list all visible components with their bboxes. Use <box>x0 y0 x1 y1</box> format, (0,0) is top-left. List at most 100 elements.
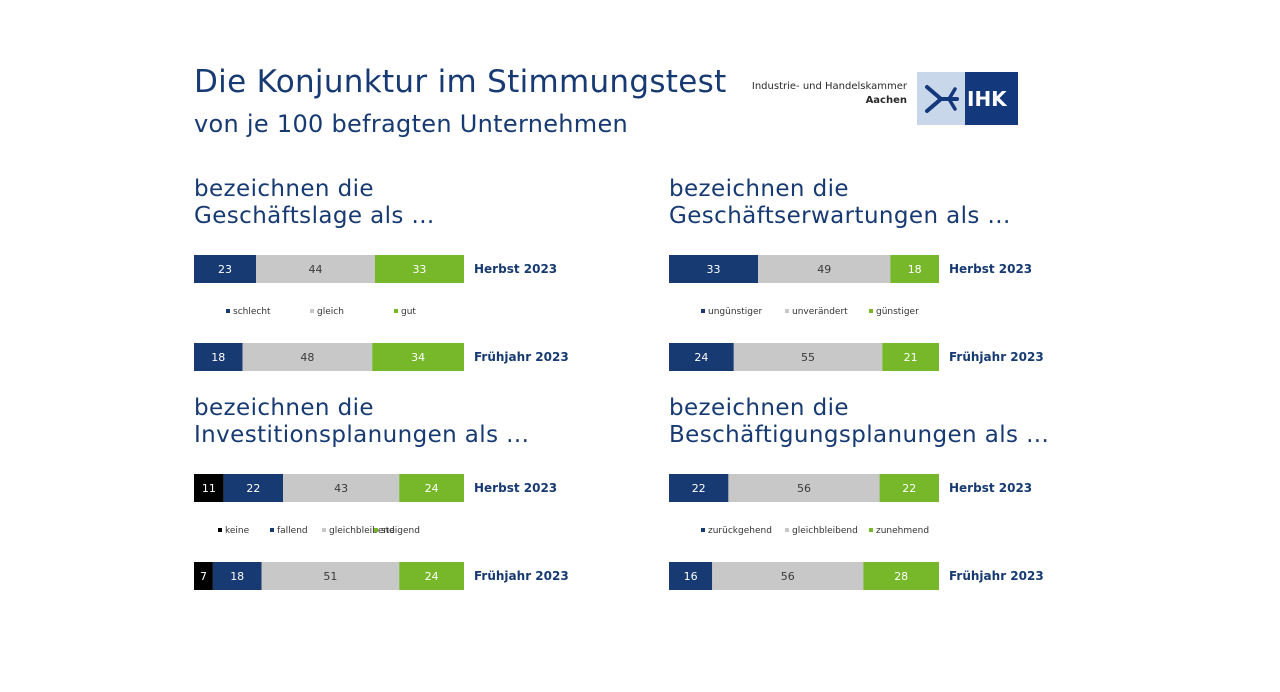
legend-label: steigend <box>381 526 420 536</box>
chart-beschaeftigungsplanungen: 22 56 22 Herbst 2023 16 56 28 Frühjahr 2023 zurü… <box>669 474 1044 590</box>
org-name-line1: Industrie- und Handelskammer <box>751 81 907 92</box>
legend-label: gleich <box>317 307 344 317</box>
period-label: Frühjahr 2023 <box>474 350 569 364</box>
panel-heading: bezeichnen die Investitionsplanungen als… <box>194 395 529 449</box>
bar-segment-schlecht <box>194 255 257 283</box>
panel-heading-line2: Investitionsplanungen als ... <box>194 422 530 448</box>
period-label: Herbst 2023 <box>474 262 557 276</box>
bar-segment-gleichbleibend <box>261 562 400 590</box>
bar-segment-steigend <box>399 562 464 590</box>
panel-investitionsplanungen: bezeichnen die Investitionsplanungen als… <box>194 395 634 610</box>
bar-segment-gleich <box>242 343 373 371</box>
legend-label: gleichbleibend <box>329 526 395 536</box>
bar-segment-fallend <box>212 562 262 590</box>
bar-segment-gut <box>372 343 464 371</box>
legend-label: gleichbleibend <box>792 526 858 536</box>
data-label: 28 <box>894 570 908 583</box>
legend-label: zurückgehend <box>708 526 772 536</box>
data-label: 11 <box>202 482 216 495</box>
data-label: 33 <box>707 263 721 276</box>
period-label: Herbst 2023 <box>949 481 1032 495</box>
legend-swatch <box>785 528 789 532</box>
org-name-line2: Aachen <box>865 95 907 106</box>
data-label: 24 <box>425 482 439 495</box>
period-label: Frühjahr 2023 <box>474 569 569 583</box>
data-label: 34 <box>411 351 425 364</box>
bar-segment-schlecht <box>194 343 243 371</box>
period-label: Herbst 2023 <box>474 481 557 495</box>
ihk-logo: IHK <box>917 72 1018 125</box>
data-label: 22 <box>692 482 706 495</box>
bar-segment-zurückgehend <box>669 474 729 502</box>
bar-segment-ungünstiger <box>669 255 759 283</box>
bar-segment-keine <box>194 562 213 590</box>
legend-swatch <box>226 309 230 313</box>
data-label: 51 <box>323 570 337 583</box>
legend-label: günstiger <box>876 307 919 317</box>
bar-segment-günstiger <box>882 343 939 371</box>
period-label: Frühjahr 2023 <box>949 350 1044 364</box>
bar-segment-gleichbleibend <box>283 474 400 502</box>
legend-swatch <box>869 528 873 532</box>
page-title: Die Konjunktur im Stimmungstest <box>194 64 727 100</box>
bar-segment-unverändert <box>733 343 883 371</box>
bar-segment-gut <box>374 255 464 283</box>
data-label: 22 <box>246 482 260 495</box>
ihk-logo-text: IHK <box>965 72 1018 125</box>
data-label: 56 <box>781 570 795 583</box>
data-label: 48 <box>300 351 314 364</box>
chart-investitionsplanungen: 11 22 43 24 Herbst 2023 7 18 51 24 Frühjahr 2023 k… <box>194 474 569 590</box>
panel-beschaeftigungsplanungen: bezeichnen die Beschäftigungsplanungen a… <box>669 395 1109 610</box>
bar-segment-fallend <box>223 474 284 502</box>
panel-heading-line1: bezeichnen die <box>194 395 374 421</box>
data-label: 24 <box>425 570 439 583</box>
bar-segment-gleichbleibend <box>712 562 864 590</box>
legend-label: keine <box>225 526 250 536</box>
data-label: 18 <box>908 263 922 276</box>
data-label: 23 <box>218 263 232 276</box>
legend-swatch <box>394 309 398 313</box>
panel-heading: bezeichnen die Geschäftserwartungen als … <box>669 176 1011 230</box>
legend-label: fallend <box>277 526 308 536</box>
bar-segment-gleich <box>256 255 375 283</box>
data-label: 33 <box>412 263 426 276</box>
bar-segment-gleichbleibend <box>728 474 880 502</box>
legend-label: schlecht <box>233 307 271 317</box>
panel-heading: bezeichnen die Beschäftigungsplanungen a… <box>669 395 1049 449</box>
bar-segment-steigend <box>399 474 464 502</box>
bar-segment-keine <box>194 474 224 502</box>
legend-label: ungünstiger <box>708 307 762 317</box>
panel-heading: bezeichnen die Geschäftslage als ... <box>194 176 435 230</box>
data-label: 18 <box>230 570 244 583</box>
data-label: 22 <box>902 482 916 495</box>
legend-swatch <box>869 309 873 313</box>
legend-swatch <box>310 309 314 313</box>
legend-swatch <box>701 528 705 532</box>
data-label: 43 <box>334 482 348 495</box>
legend-swatch <box>322 528 326 532</box>
bar-segment-unverändert <box>758 255 891 283</box>
panel-geschaeftslage: bezeichnen die Geschäftslage als ... 23 4… <box>194 176 634 391</box>
data-label: 56 <box>797 482 811 495</box>
data-label: 24 <box>694 351 708 364</box>
chart-geschaeftserwartungen: 33 49 18 Herbst 2023 24 55 21 Frühjahr 2023 ungü… <box>669 255 1044 371</box>
data-label: 44 <box>309 263 323 276</box>
panel-heading-line2: Geschäftslage als ... <box>194 203 435 229</box>
bar-segment-zurückgehend <box>669 562 713 590</box>
legend-label: unverändert <box>792 307 848 317</box>
data-label: 18 <box>211 351 225 364</box>
legend-swatch <box>374 528 378 532</box>
panel-heading-line1: bezeichnen die <box>669 176 849 202</box>
panel-heading-line2: Beschäftigungsplanungen als ... <box>669 422 1050 448</box>
bar-segment-zunehmend <box>879 474 939 502</box>
org-name: Industrie- und Handelskammer Aachen <box>752 80 907 108</box>
data-label: 55 <box>801 351 815 364</box>
period-label: Herbst 2023 <box>949 262 1032 276</box>
legend-swatch <box>701 309 705 313</box>
chart-geschaeftslage: 23 44 33 Herbst 2023 18 48 34 Frühjahr 2023 schl… <box>194 255 569 371</box>
legend-swatch <box>785 309 789 313</box>
bar-segment-ungünstiger <box>669 343 734 371</box>
legend-swatch <box>270 528 274 532</box>
legend-label: zunehmend <box>876 526 929 536</box>
panel-heading-line1: bezeichnen die <box>669 395 849 421</box>
